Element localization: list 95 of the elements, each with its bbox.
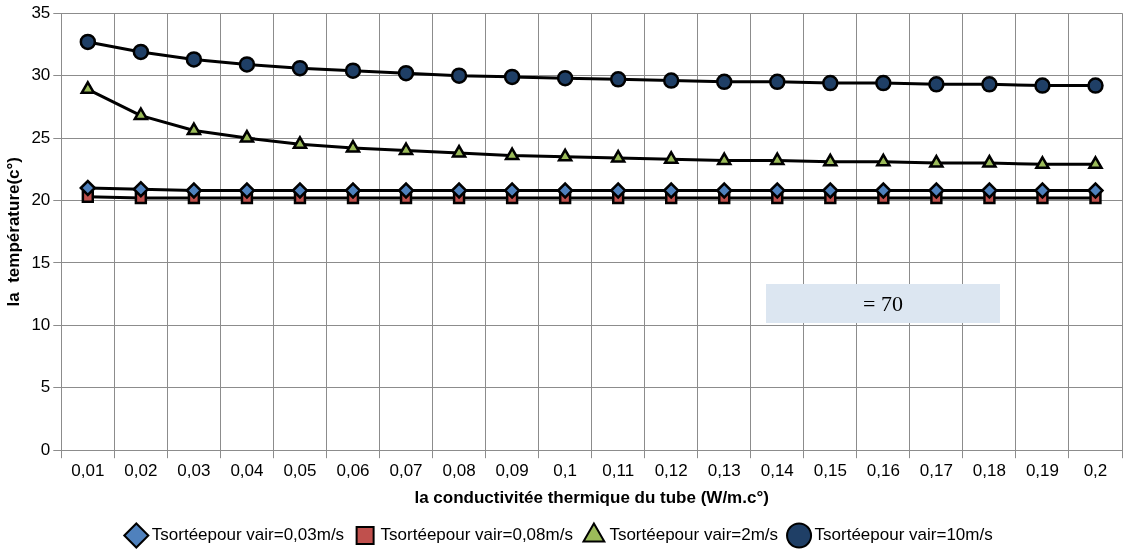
point <box>716 152 732 166</box>
point <box>398 142 414 156</box>
point <box>769 152 785 166</box>
point <box>982 154 997 168</box>
point <box>450 182 468 199</box>
legend-label: Tsortéepour vair=0,08m/s <box>380 525 573 545</box>
point <box>238 182 256 199</box>
point <box>715 73 733 91</box>
point <box>556 69 574 87</box>
x-tick-label: 0,19 <box>1025 461 1059 481</box>
point <box>876 153 891 167</box>
x-tick-label: 0,15 <box>813 461 847 481</box>
point <box>450 67 468 84</box>
legend-label: Tsortéepour vair=10m/s <box>814 525 993 545</box>
x-tick-label: 0,2 <box>1083 461 1108 481</box>
point <box>345 139 361 153</box>
x-tick-label: 0,03 <box>177 461 211 481</box>
point <box>1035 156 1050 170</box>
point <box>1087 77 1104 94</box>
y-tick-label: 35 <box>31 2 51 22</box>
point <box>79 179 97 197</box>
point <box>557 148 573 162</box>
point <box>823 153 838 167</box>
point <box>133 107 149 121</box>
x-tick-label: 0,01 <box>71 461 105 481</box>
point <box>662 72 680 89</box>
x-tick-label: 0,13 <box>707 461 741 481</box>
x-tick-label: 0,06 <box>336 461 370 481</box>
point <box>609 182 627 199</box>
point <box>822 182 839 199</box>
point <box>928 182 945 199</box>
x-tick-label: 0,05 <box>283 461 317 481</box>
x-tick-label: 0,04 <box>230 461 264 481</box>
x-axis-title: la conductivitée thermique du tube (W/m.c°) <box>414 488 769 508</box>
point <box>344 62 362 79</box>
y-tick-label: 10 <box>31 315 51 335</box>
point <box>80 81 96 95</box>
point <box>928 76 945 93</box>
point <box>1034 77 1051 94</box>
point <box>132 43 150 61</box>
x-tick-label: 0,18 <box>972 461 1006 481</box>
y-tick-label: 25 <box>31 127 51 147</box>
point <box>610 149 626 163</box>
point <box>981 76 998 93</box>
y-tick-label: 30 <box>31 65 51 85</box>
point <box>185 51 203 68</box>
y-tick-label: 20 <box>31 190 51 210</box>
point <box>292 136 308 150</box>
point <box>397 64 415 82</box>
point <box>1088 156 1103 170</box>
x-tick-label: 0,14 <box>760 461 794 481</box>
point <box>822 74 839 92</box>
point <box>769 73 786 91</box>
point <box>662 182 680 199</box>
x-tick-label: 0,02 <box>124 461 158 481</box>
x-tick-label: 0,1 <box>553 461 577 481</box>
y-tick-label: 0 <box>40 439 51 459</box>
x-tick-label: 0,12 <box>654 461 688 481</box>
point <box>132 181 150 198</box>
y-axis-title: la température(c°) <box>3 156 23 307</box>
point <box>185 182 203 199</box>
y-tick-label: 15 <box>31 252 51 272</box>
point <box>186 122 202 136</box>
point <box>503 68 521 86</box>
point <box>291 59 309 77</box>
point <box>556 182 574 199</box>
x-tick-label: 0,11 <box>602 461 635 481</box>
point <box>503 182 521 199</box>
point <box>1034 182 1051 199</box>
point <box>291 182 309 199</box>
legend-label: Tsortéepour vair=0,03m/s <box>151 525 345 545</box>
point <box>238 56 256 73</box>
point <box>663 151 679 165</box>
point <box>929 154 944 168</box>
point <box>769 182 786 199</box>
point <box>397 182 415 199</box>
x-tick-label: 0,09 <box>495 461 529 481</box>
x-tick-label: 0,16 <box>866 461 900 481</box>
point <box>239 129 255 143</box>
point <box>715 182 733 199</box>
point <box>1087 182 1104 199</box>
point <box>504 147 520 161</box>
note-box: = 70 <box>766 284 1000 323</box>
point <box>875 182 892 199</box>
x-tick-label: 0,07 <box>389 461 423 481</box>
x-tick-label: 0,08 <box>442 461 476 481</box>
point <box>451 144 467 158</box>
legend-label: Tsortéepour vair=2m/s <box>609 525 779 545</box>
y-tick-label: 5 <box>40 377 51 397</box>
point <box>981 182 998 199</box>
x-tick-label: 0,17 <box>919 461 953 481</box>
point <box>79 33 97 51</box>
point <box>609 71 627 88</box>
point <box>875 74 892 92</box>
point <box>344 182 362 199</box>
